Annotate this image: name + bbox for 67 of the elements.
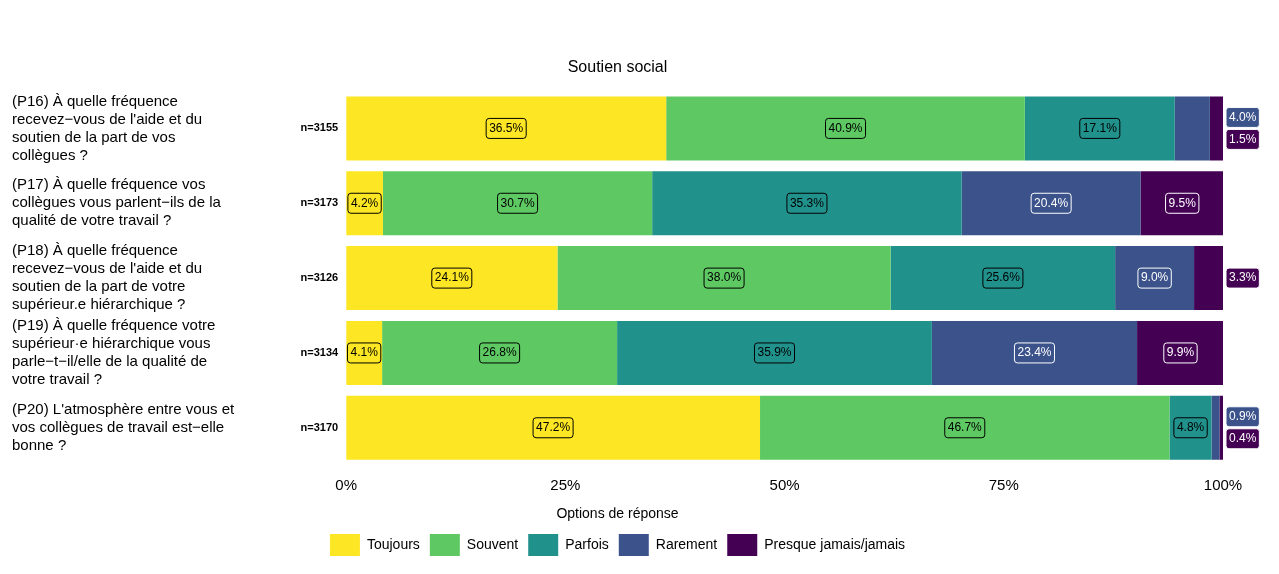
bar — [1137, 320, 1223, 385]
legend-label: Presque jamais/jamais — [764, 535, 906, 552]
data-label: 4.1% — [350, 345, 379, 360]
bar — [666, 96, 1025, 161]
data-label: 9.9% — [1166, 345, 1195, 360]
data-label: 0.9% — [1229, 409, 1257, 424]
legend-label: Parfois — [565, 535, 609, 552]
legend-title: Options de réponse — [556, 505, 679, 522]
bar — [1174, 96, 1210, 161]
x-tick-label: 0% — [335, 476, 357, 494]
bar — [346, 395, 761, 460]
legend-label: Souvent — [466, 535, 519, 552]
bar — [382, 171, 653, 236]
data-label: 9.5% — [1168, 195, 1197, 210]
bar — [346, 96, 667, 161]
bar — [557, 246, 891, 311]
x-tick-label: 25% — [550, 476, 581, 494]
data-label: 35.9% — [757, 345, 792, 360]
legend-label: Rarement — [655, 535, 718, 552]
bar — [760, 395, 1170, 460]
data-label: 38.0% — [707, 270, 742, 285]
y-tick-label: (P19) À quelle fréquence votre supérieur·e hiérarchique vous parle−t−il/elle de la qualité de votre travail ? — [12, 316, 216, 388]
data-label: 17.1% — [1082, 120, 1118, 135]
data-label: 35.3% — [789, 195, 825, 210]
bar — [346, 246, 558, 311]
data-label: 25.6% — [985, 270, 1021, 285]
legend-label: Toujours — [366, 535, 420, 552]
data-label: 1.5% — [1229, 131, 1257, 146]
chart-title: Soutien social — [567, 57, 668, 75]
bar — [931, 320, 1138, 385]
data-label: 4.8% — [1176, 420, 1205, 435]
data-label: 23.4% — [1017, 345, 1052, 360]
y-tick-label: (P18) À quelle fréquence recevez−vous de l'aide et du soutien de la part de votre supérieur.e hiérarchique ? — [12, 241, 203, 313]
bar — [1219, 395, 1223, 460]
data-label: 20.4% — [1034, 195, 1069, 210]
bar — [961, 171, 1141, 236]
y-tick-label: (P16) À quelle fréquence recevez−vous de l'aide et du soutien de la part de vos collègues ? — [12, 91, 203, 163]
text: n=3126 — [300, 271, 339, 284]
bar — [1194, 246, 1223, 311]
data-label: 46.7% — [947, 420, 983, 435]
bar — [617, 320, 932, 385]
bar — [652, 171, 962, 236]
y-tick-label: (P20) L'atmosphère entre vous et vos collègues de travail est−elle bonne ? — [12, 399, 235, 453]
bar — [382, 320, 618, 385]
text: n=3134 — [300, 345, 340, 358]
data-label: 40.9% — [828, 120, 863, 135]
bar — [890, 246, 1116, 311]
x-tick-label: 75% — [988, 476, 1019, 494]
data-label: 4.2% — [350, 195, 379, 210]
data-label: 4.0% — [1229, 109, 1257, 124]
x-tick-label: 50% — [769, 476, 800, 494]
data-label: 0.4% — [1229, 431, 1257, 446]
bar — [1024, 96, 1175, 161]
data-label: 9.0% — [1140, 270, 1169, 285]
text: n=3155 — [300, 121, 339, 134]
data-label: 26.8% — [482, 345, 517, 360]
x-tick-label: 100% — [1203, 476, 1243, 494]
data-label: 36.5% — [489, 120, 524, 135]
data-label: 47.2% — [536, 420, 571, 435]
data-label: 24.1% — [434, 270, 470, 285]
bar — [1140, 171, 1223, 236]
bar — [1209, 96, 1223, 161]
data-label: 3.3% — [1229, 270, 1257, 285]
data-label: 30.7% — [500, 195, 535, 210]
text: n=3170 — [300, 420, 339, 433]
text: n=3173 — [300, 196, 339, 209]
y-tick-label: (P17) À quelle fréquence vos collègues vous parlent−ils de la qualité de votre travail ? — [12, 175, 222, 229]
